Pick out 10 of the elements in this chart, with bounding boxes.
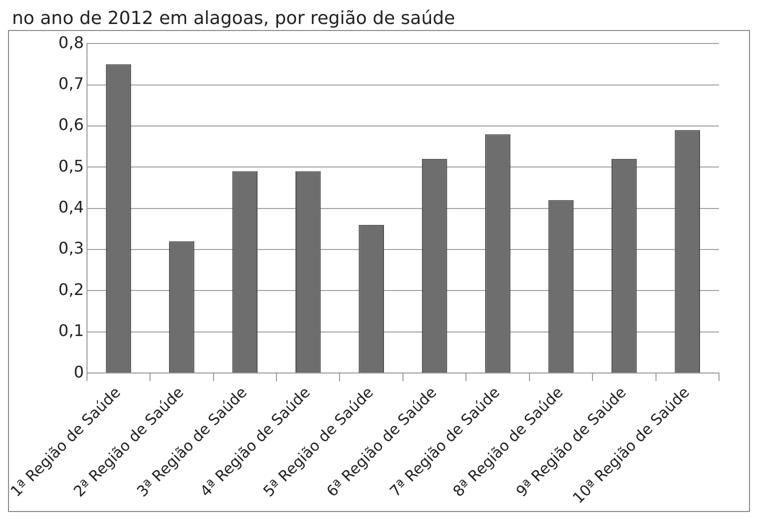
y-tick-label: 0,1: [58, 321, 84, 340]
y-tick-label: 0,4: [58, 198, 84, 217]
y-tick-label: 0,3: [58, 238, 84, 258]
y-tick-label: 0: [74, 362, 84, 382]
y-tick-label: 0,2: [58, 280, 84, 299]
y-tick-label: 0,7: [58, 74, 84, 93]
y-tick-label: 0,5: [58, 156, 84, 176]
y-tick-label: 0,6: [58, 115, 84, 134]
y-tick-label: 0,8: [58, 32, 84, 52]
chart-title: no ano de 2012 em alagoas, por região de saúde: [11, 8, 456, 30]
